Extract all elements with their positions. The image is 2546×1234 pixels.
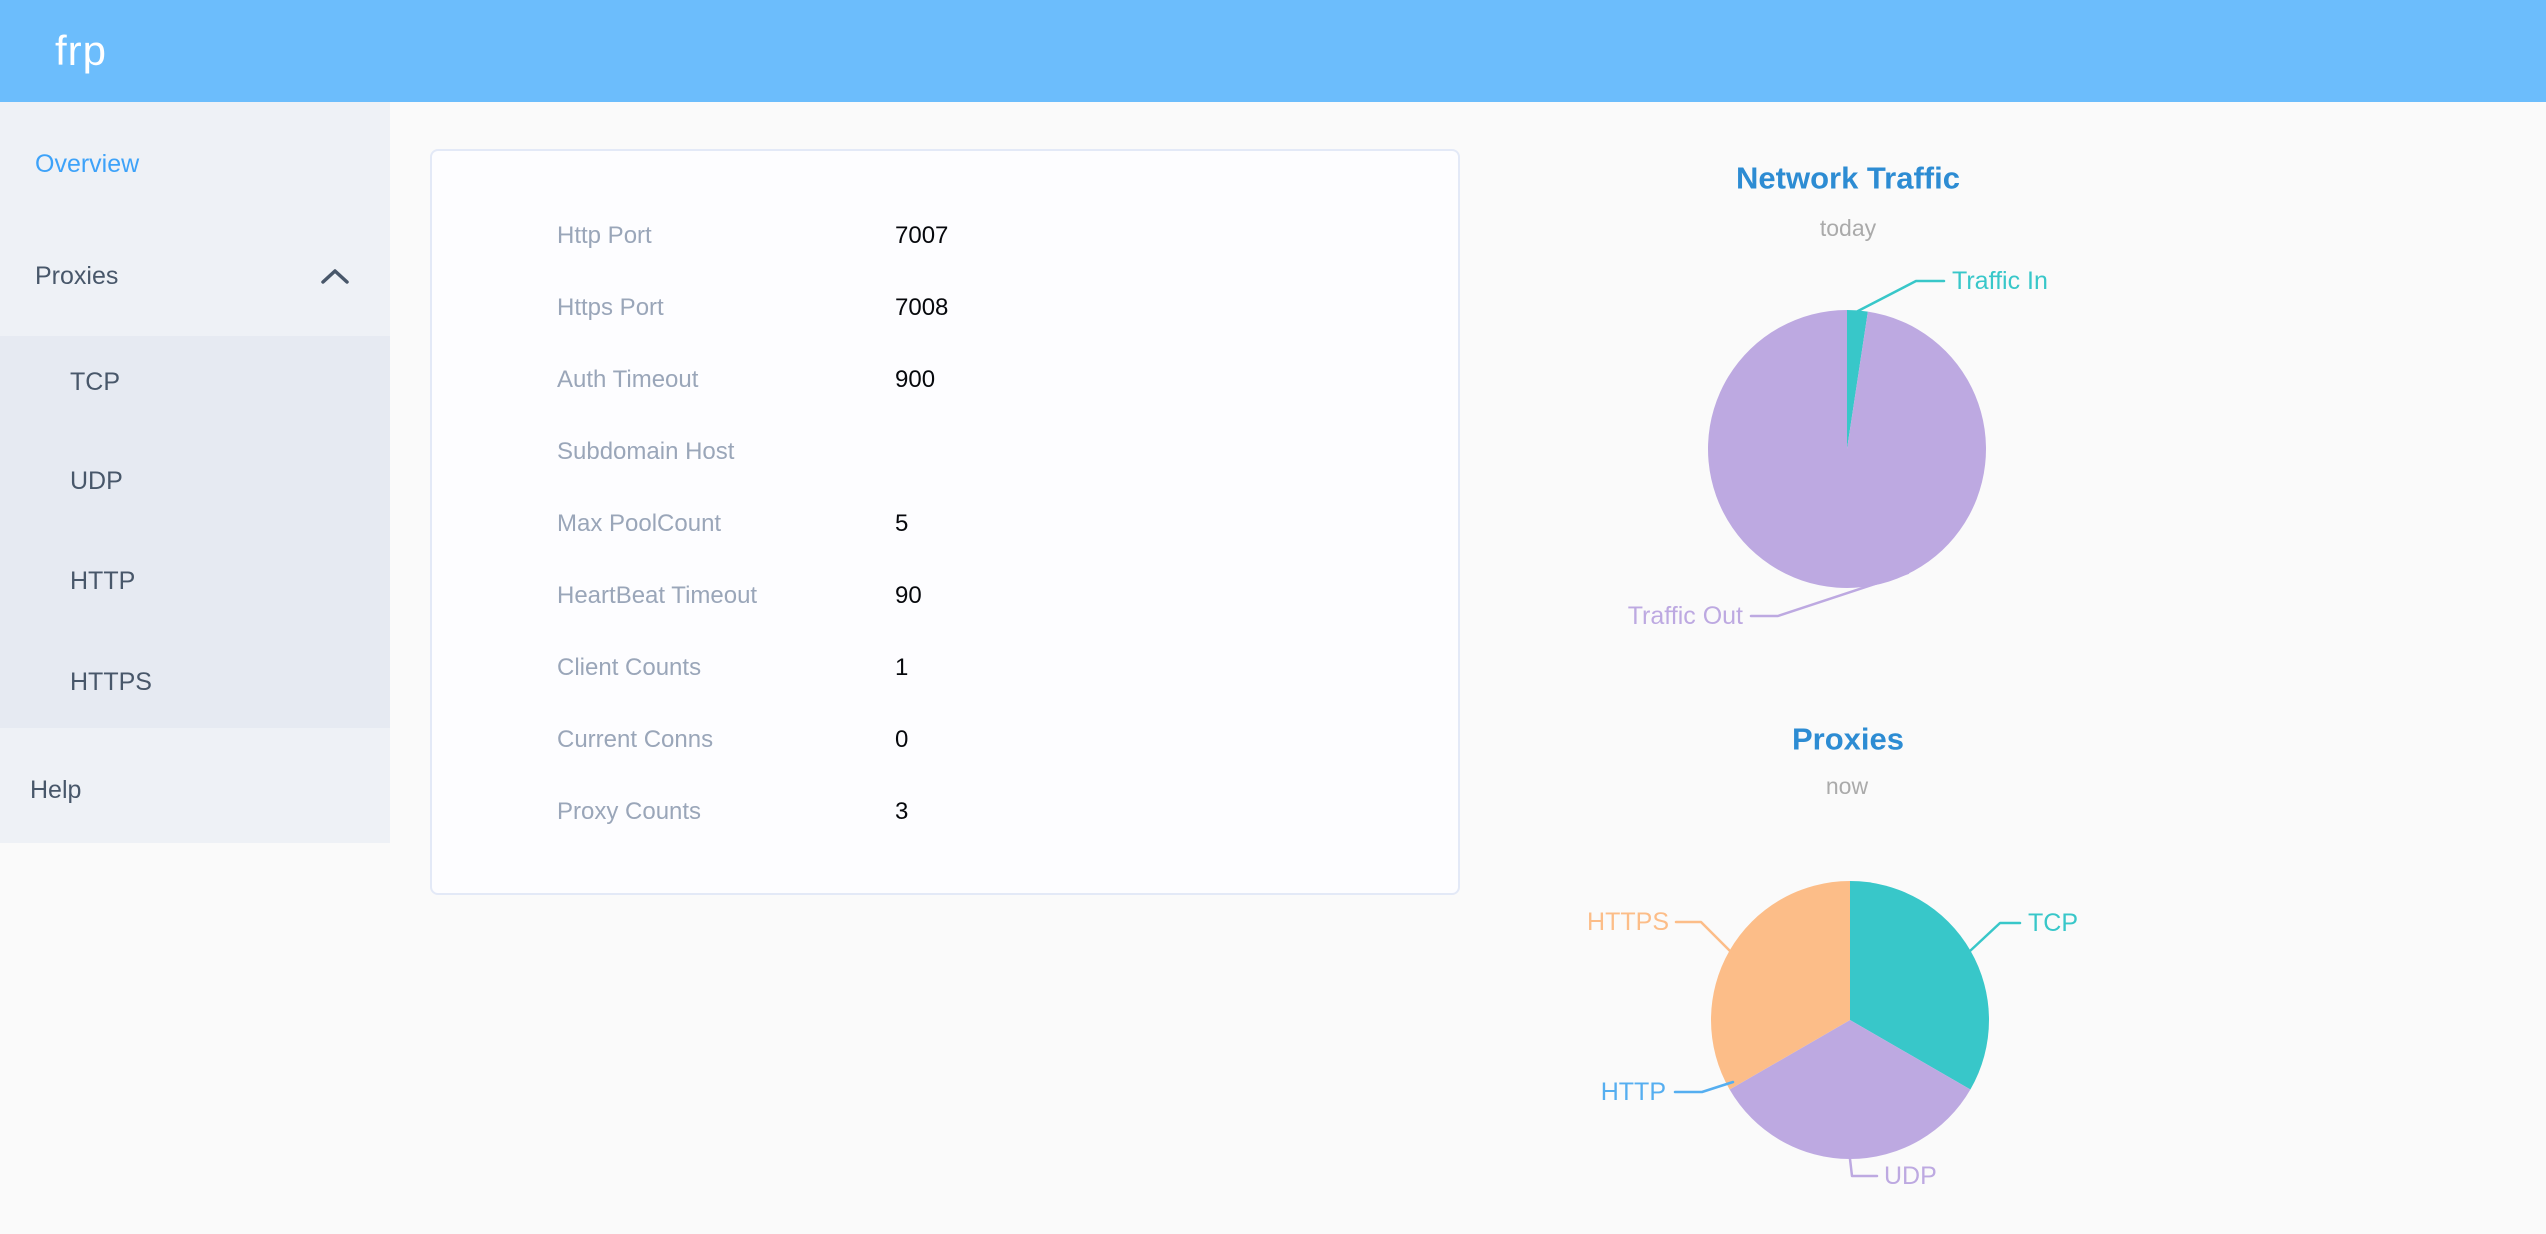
- pie-label-line-https: [1674, 920, 1732, 953]
- info-row: Auth Timeout 900: [432, 364, 1458, 396]
- info-row: Proxy Counts 3: [432, 796, 1458, 828]
- info-label: Auth Timeout: [557, 366, 699, 393]
- info-label: Client Counts: [557, 654, 702, 681]
- sidebar-submenu-proxies: TCP UDP HTTP HTTPS: [0, 336, 390, 728]
- pie-label-line-udp: [1848, 1157, 1879, 1178]
- pie-label-https: HTTPS: [1587, 908, 1669, 936]
- sidebar-item-http[interactable]: HTTP: [0, 553, 390, 609]
- chart-subtitle: now: [1826, 773, 1869, 799]
- info-label: Https Port: [557, 294, 664, 321]
- info-row: HeartBeat Timeout 90: [432, 580, 1458, 612]
- pie-label-udp: UDP: [1884, 1162, 1937, 1190]
- info-value: 7007: [895, 222, 949, 249]
- sidebar: Overview Proxies TCP UDP HTTP HTTPS Help: [0, 102, 390, 843]
- info-row: Max PoolCount 5: [432, 508, 1458, 540]
- sidebar-item-https[interactable]: HTTPS: [0, 654, 390, 710]
- sidebar-item-udp[interactable]: UDP: [0, 453, 390, 509]
- info-label: Subdomain Host: [557, 438, 735, 465]
- chart-title: Proxies: [1792, 722, 1904, 757]
- info-label: Max PoolCount: [557, 510, 722, 537]
- info-row: Http Port 7007: [432, 220, 1458, 252]
- pie-slice-traffic-out[interactable]: [1708, 310, 1986, 589]
- chart-title: Network Traffic: [1736, 161, 1960, 196]
- sidebar-item-label: Proxies: [35, 262, 119, 290]
- sidebar-item-label: Help: [30, 776, 82, 804]
- sidebar-item-label: HTTP: [70, 567, 136, 595]
- sidebar-item-label: UDP: [70, 467, 123, 495]
- sidebar-item-label: HTTPS: [70, 668, 152, 696]
- info-value: 0: [895, 726, 909, 753]
- pie-label-line-http: [1673, 1080, 1735, 1094]
- info-row: Client Counts 1: [432, 652, 1458, 684]
- pie-label-traffic-in: Traffic In: [1952, 267, 2048, 295]
- info-row: Current Conns 0: [432, 724, 1458, 756]
- sidebar-item-tcp[interactable]: TCP: [0, 354, 390, 410]
- pie-label-line-traffic-in: [1856, 279, 1946, 313]
- server-info-card: Http Port 7007 Https Port 7008 Auth Time…: [430, 149, 1460, 895]
- info-row: Subdomain Host: [432, 436, 1458, 468]
- sidebar-item-label: Overview: [35, 150, 140, 178]
- pie-label-tcp: TCP: [2028, 909, 2078, 937]
- pie-label-traffic-out: Traffic Out: [1628, 602, 1743, 630]
- info-label: Current Conns: [557, 726, 714, 753]
- pie-label-line-traffic-out: [1749, 571, 1910, 618]
- sidebar-item-proxies[interactable]: Proxies: [0, 248, 390, 304]
- info-value: 3: [895, 798, 909, 825]
- info-label: Http Port: [557, 222, 652, 249]
- pie-label-line-tcp: [1968, 921, 2022, 953]
- info-value: 7008: [895, 294, 949, 321]
- pie-slice-traffic-in[interactable]: [1847, 310, 1868, 449]
- pie-label-http: HTTP: [1601, 1078, 1666, 1106]
- info-label: HeartBeat Timeout: [557, 582, 758, 609]
- sidebar-item-label: TCP: [70, 368, 120, 396]
- header-bar: frp: [0, 0, 2546, 102]
- info-label: Proxy Counts: [557, 798, 702, 825]
- pie-slice-tcp[interactable]: [1850, 881, 1990, 1090]
- sidebar-item-overview[interactable]: Overview: [0, 136, 390, 192]
- info-row: Https Port 7008: [432, 292, 1458, 324]
- info-value: 1: [895, 654, 909, 681]
- info-value: 900: [895, 366, 936, 393]
- chart-subtitle: today: [1820, 215, 1877, 241]
- info-value: 90: [895, 582, 922, 609]
- info-value: 5: [895, 510, 909, 537]
- chevron-up-icon: [321, 269, 349, 284]
- pie-slice-udp[interactable]: [1729, 1020, 1971, 1160]
- pie-slice-https[interactable]: [1711, 881, 1850, 1090]
- sidebar-item-help[interactable]: Help: [0, 762, 390, 818]
- app-logo: frp: [55, 27, 108, 74]
